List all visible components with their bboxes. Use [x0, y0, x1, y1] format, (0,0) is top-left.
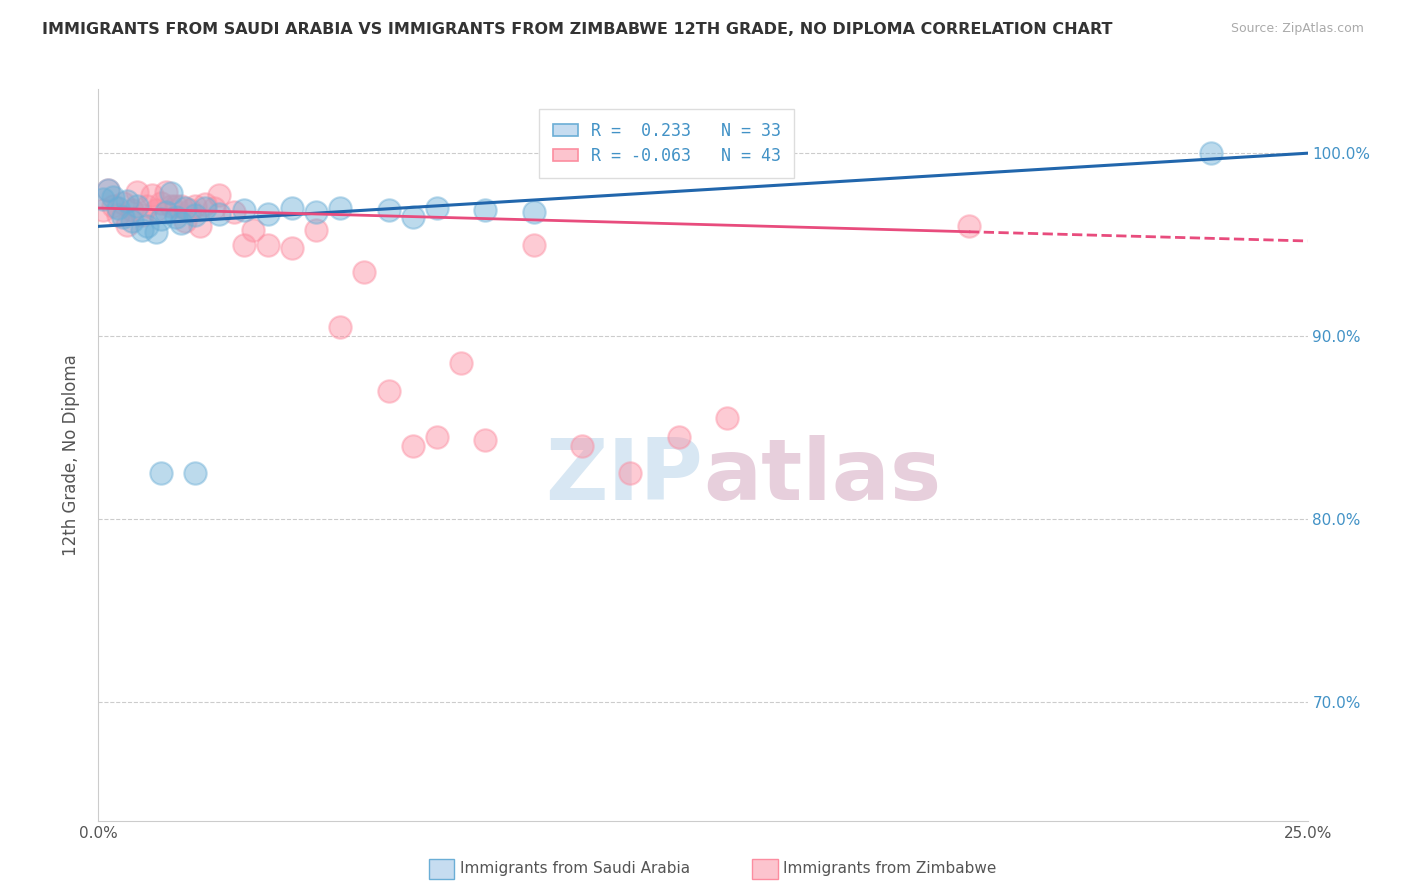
Point — [111, 211, 134, 225]
Point — [169, 199, 191, 213]
Point — [281, 201, 304, 215]
Point — [716, 411, 738, 425]
Point — [174, 214, 197, 228]
Point — [97, 183, 120, 197]
Point — [474, 202, 496, 217]
Point — [150, 195, 173, 210]
Point — [121, 214, 143, 228]
Point — [184, 208, 207, 222]
Point — [91, 202, 114, 217]
Point — [135, 199, 157, 213]
Point — [184, 467, 207, 481]
Point — [329, 320, 352, 334]
Point — [242, 223, 264, 237]
Point — [232, 237, 254, 252]
Point — [160, 186, 183, 201]
Point — [377, 202, 399, 217]
Point — [174, 201, 197, 215]
Point — [426, 430, 449, 444]
Point — [165, 211, 187, 225]
Point — [619, 467, 641, 481]
Point — [179, 202, 201, 217]
Point — [131, 208, 153, 222]
Point — [523, 237, 546, 252]
Point — [150, 212, 173, 227]
Point — [155, 204, 177, 219]
Point — [127, 199, 149, 213]
Point — [141, 188, 163, 202]
Point — [256, 206, 278, 220]
Point — [232, 202, 254, 217]
Point — [131, 223, 153, 237]
Point — [194, 201, 217, 215]
Point — [117, 194, 139, 208]
Point — [305, 223, 328, 237]
Point — [222, 204, 245, 219]
Point — [145, 225, 167, 239]
Text: ZIP: ZIP — [546, 435, 703, 518]
Point — [150, 467, 173, 481]
Point — [402, 439, 425, 453]
Point — [204, 201, 226, 215]
Point — [111, 195, 134, 210]
Point — [426, 201, 449, 215]
Point — [450, 356, 472, 371]
Point — [184, 199, 207, 213]
Point — [957, 219, 980, 234]
Point — [402, 211, 425, 225]
Text: atlas: atlas — [703, 435, 941, 518]
Point — [145, 202, 167, 217]
Point — [571, 439, 593, 453]
Point — [281, 241, 304, 255]
Point — [329, 201, 352, 215]
Y-axis label: 12th Grade, No Diploma: 12th Grade, No Diploma — [62, 354, 80, 556]
Point — [121, 202, 143, 217]
Point — [91, 192, 114, 206]
Point — [194, 197, 217, 211]
Point — [353, 265, 375, 279]
Point — [208, 206, 231, 220]
Point — [135, 219, 157, 234]
Point — [208, 188, 231, 202]
Point — [474, 434, 496, 448]
Point — [101, 199, 124, 213]
Point — [107, 201, 129, 215]
Point — [101, 190, 124, 204]
Text: Immigrants from Zimbabwe: Immigrants from Zimbabwe — [783, 862, 997, 876]
Text: Source: ZipAtlas.com: Source: ZipAtlas.com — [1230, 22, 1364, 36]
Point — [668, 430, 690, 444]
Point — [97, 183, 120, 197]
Point — [305, 204, 328, 219]
Point — [377, 384, 399, 398]
Point — [1199, 146, 1222, 161]
Text: IMMIGRANTS FROM SAUDI ARABIA VS IMMIGRANTS FROM ZIMBABWE 12TH GRADE, NO DIPLOMA : IMMIGRANTS FROM SAUDI ARABIA VS IMMIGRAN… — [42, 22, 1112, 37]
Text: Immigrants from Saudi Arabia: Immigrants from Saudi Arabia — [460, 862, 690, 876]
Point — [117, 218, 139, 232]
Point — [165, 199, 187, 213]
Point — [169, 216, 191, 230]
Point — [256, 237, 278, 252]
Point — [127, 185, 149, 199]
Point — [160, 199, 183, 213]
Legend: R =  0.233   N = 33, R = -0.063   N = 43: R = 0.233 N = 33, R = -0.063 N = 43 — [540, 109, 794, 178]
Point — [155, 185, 177, 199]
Point — [107, 208, 129, 222]
Point — [188, 219, 211, 234]
Point — [523, 204, 546, 219]
